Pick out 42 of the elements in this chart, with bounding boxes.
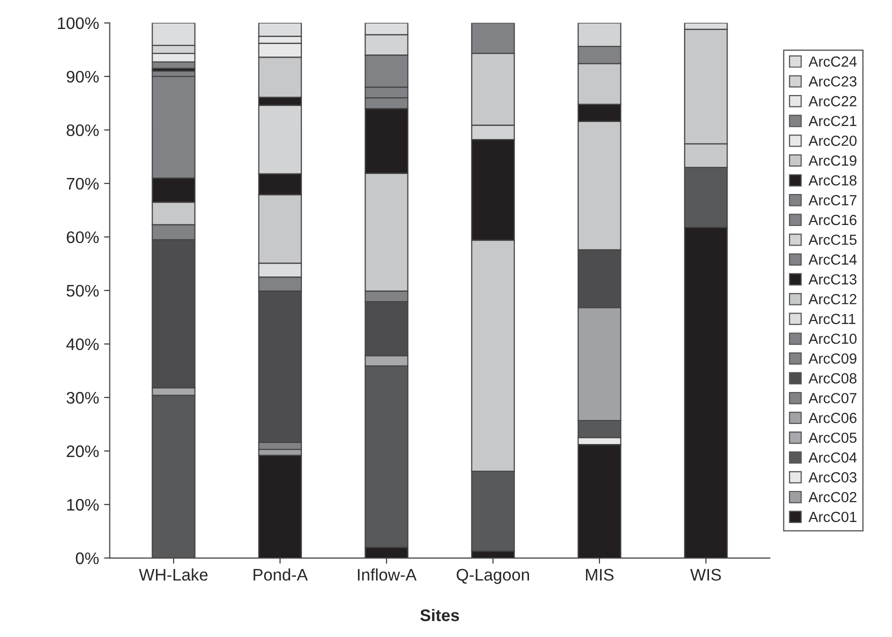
legend-label: ArcC20 — [808, 136, 857, 146]
y-tick-label: 70% — [66, 178, 99, 190]
y-tick-label: 90% — [66, 70, 99, 83]
legend-label: ArcC11 — [808, 314, 856, 324]
y-tick-label: 10% — [67, 498, 99, 511]
legend-label: ArcC10 — [808, 334, 857, 344]
legend-label: ArcC17 — [808, 195, 856, 206]
legend-label: ArcC14 — [808, 254, 857, 265]
x-tick-label: Inflow-A — [358, 568, 417, 581]
y-tick-label: 80% — [66, 124, 99, 136]
legend-label: ArcC15 — [808, 234, 856, 245]
legend-label: ArcC22 — [808, 96, 856, 106]
x-tick-label: MIS — [586, 568, 614, 581]
legend-label: ArcC21 — [808, 116, 856, 126]
legend-label: ArcC03 — [808, 472, 856, 482]
legend-label: ArcC12 — [808, 294, 856, 304]
x-tick-label: WH-Lake — [138, 568, 208, 581]
y-tick-label: 0% — [76, 552, 99, 564]
legend-label: ArcC01 — [808, 512, 856, 522]
y-tick-label: 30% — [66, 392, 99, 404]
x-tick-label: Pond-A — [254, 568, 308, 581]
legend-label: ArcC16 — [808, 214, 856, 226]
legend-label: ArcC08 — [808, 373, 856, 384]
x-tick-label: Q-Lagoon — [456, 568, 529, 584]
legend-label: ArcC23 — [808, 76, 856, 87]
legend-label: ArcC13 — [808, 274, 856, 285]
legend-label: ArcC24 — [808, 56, 857, 67]
legend-label: ArcC04 — [808, 452, 857, 463]
y-tick-label: 20% — [66, 445, 99, 458]
y-tick-label: 100% — [58, 17, 99, 30]
legend-label: ArcC06 — [808, 412, 856, 424]
y-tick-label: 60% — [66, 231, 99, 244]
x-axis-title: Sites — [420, 608, 459, 622]
legend-label: ArcC18 — [808, 175, 856, 186]
y-tick-label: 40% — [66, 338, 99, 350]
legend-label: ArcC02 — [808, 492, 856, 502]
legend-label: ArcC19 — [808, 155, 856, 166]
y-tick-label: 50% — [66, 284, 99, 297]
x-tick-label: WIS — [690, 568, 721, 581]
legend-label: ArcC05 — [808, 432, 856, 443]
legend-label: ArcC07 — [808, 392, 856, 404]
legend-label: ArcC09 — [808, 353, 856, 364]
